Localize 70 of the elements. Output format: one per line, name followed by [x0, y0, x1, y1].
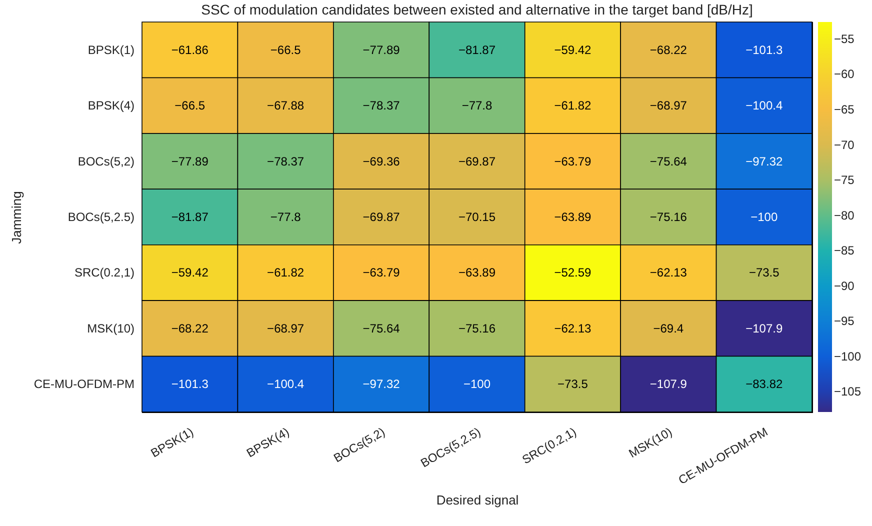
data-label: −77.89 — [362, 42, 400, 57]
data-label: −69.36 — [362, 154, 400, 168]
data-label: −69.87 — [362, 210, 400, 224]
data-label: −77.8 — [462, 98, 492, 113]
data-label: −61.86 — [171, 42, 209, 57]
data-label: −73.5 — [558, 377, 588, 392]
color-bar-label: −60 — [834, 67, 855, 82]
color-bar-label: −70 — [834, 138, 855, 152]
data-label: −66.5 — [270, 42, 302, 57]
data-label: −70.15 — [458, 210, 496, 224]
data-label: −78.37 — [362, 98, 400, 113]
color-bar-label: −85 — [834, 244, 855, 258]
data-label: −100.4 — [267, 377, 304, 392]
data-label: −68.22 — [171, 321, 209, 336]
data-label: −100 — [750, 210, 778, 224]
color-bar-label: −95 — [834, 314, 855, 328]
color-bar-label: −55 — [834, 32, 855, 46]
y-tick-label: SRC(0.2,1) — [74, 266, 134, 280]
y-tick-label: BOCs(5,2) — [78, 154, 134, 168]
data-label: −75.16 — [458, 321, 496, 336]
color-bar-label: −105 — [834, 384, 862, 399]
data-label: −73.5 — [748, 266, 780, 280]
data-label: −52.59 — [554, 266, 592, 280]
data-label: −63.89 — [458, 266, 496, 280]
y-tick-label: BOCs(5,2.5) — [68, 210, 134, 224]
data-label: −100.4 — [746, 98, 783, 113]
data-label: −81.87 — [171, 210, 209, 224]
data-label: −107.9 — [650, 377, 688, 392]
data-label: −97.32 — [362, 377, 400, 392]
data-label: −78.37 — [267, 154, 304, 168]
x-axis-title: Desired signal — [436, 492, 519, 508]
data-label: −63.89 — [554, 210, 592, 224]
data-label: −75.16 — [650, 210, 688, 224]
data-label: −81.87 — [458, 42, 496, 57]
data-label: −100 — [463, 377, 491, 392]
y-tick-label: BPSK(4) — [88, 98, 134, 113]
y-tick-label: MSK(10) — [87, 321, 135, 336]
color-bar-label: −80 — [834, 208, 855, 222]
data-label: −61.82 — [554, 98, 592, 113]
data-label: −97.32 — [746, 154, 783, 168]
data-label: −59.42 — [554, 42, 592, 57]
color-bar-label: −65 — [834, 102, 855, 117]
y-tick-label: BPSK(1) — [88, 42, 134, 57]
chart-title: SSC of modulation candidates between existed and alternative in the target band [dB/Hz] — [201, 2, 753, 18]
data-label: −66.5 — [174, 98, 206, 113]
data-label: −69.87 — [458, 154, 496, 168]
data-label: −63.79 — [362, 266, 400, 280]
y-tick-label: CE-MU-OFDM-PM — [34, 377, 134, 392]
data-label: −107.9 — [746, 321, 783, 336]
data-label: −77.8 — [270, 210, 302, 224]
color-bar-label: −90 — [834, 278, 855, 293]
data-label: −69.4 — [653, 321, 684, 336]
data-label: −68.97 — [267, 321, 304, 336]
data-label: −75.64 — [650, 154, 688, 168]
color-bar-label: −75 — [834, 173, 855, 188]
data-label: −83.82 — [746, 377, 783, 392]
data-label: −68.22 — [650, 42, 688, 57]
data-label: −77.89 — [171, 154, 209, 168]
data-label: −59.42 — [171, 266, 209, 280]
data-label: −101.3 — [746, 42, 783, 57]
data-label: −62.13 — [554, 321, 592, 336]
data-label: −62.13 — [650, 266, 688, 280]
data-label: −75.64 — [362, 321, 400, 336]
data-label: −61.82 — [267, 266, 304, 280]
data-label: −63.79 — [554, 154, 592, 168]
data-label: −68.97 — [650, 98, 688, 113]
color-bar-label: −100 — [834, 349, 862, 364]
data-label: −101.3 — [171, 377, 209, 392]
y-axis-title: Jamming — [8, 191, 24, 244]
data-label: −67.88 — [267, 98, 304, 113]
